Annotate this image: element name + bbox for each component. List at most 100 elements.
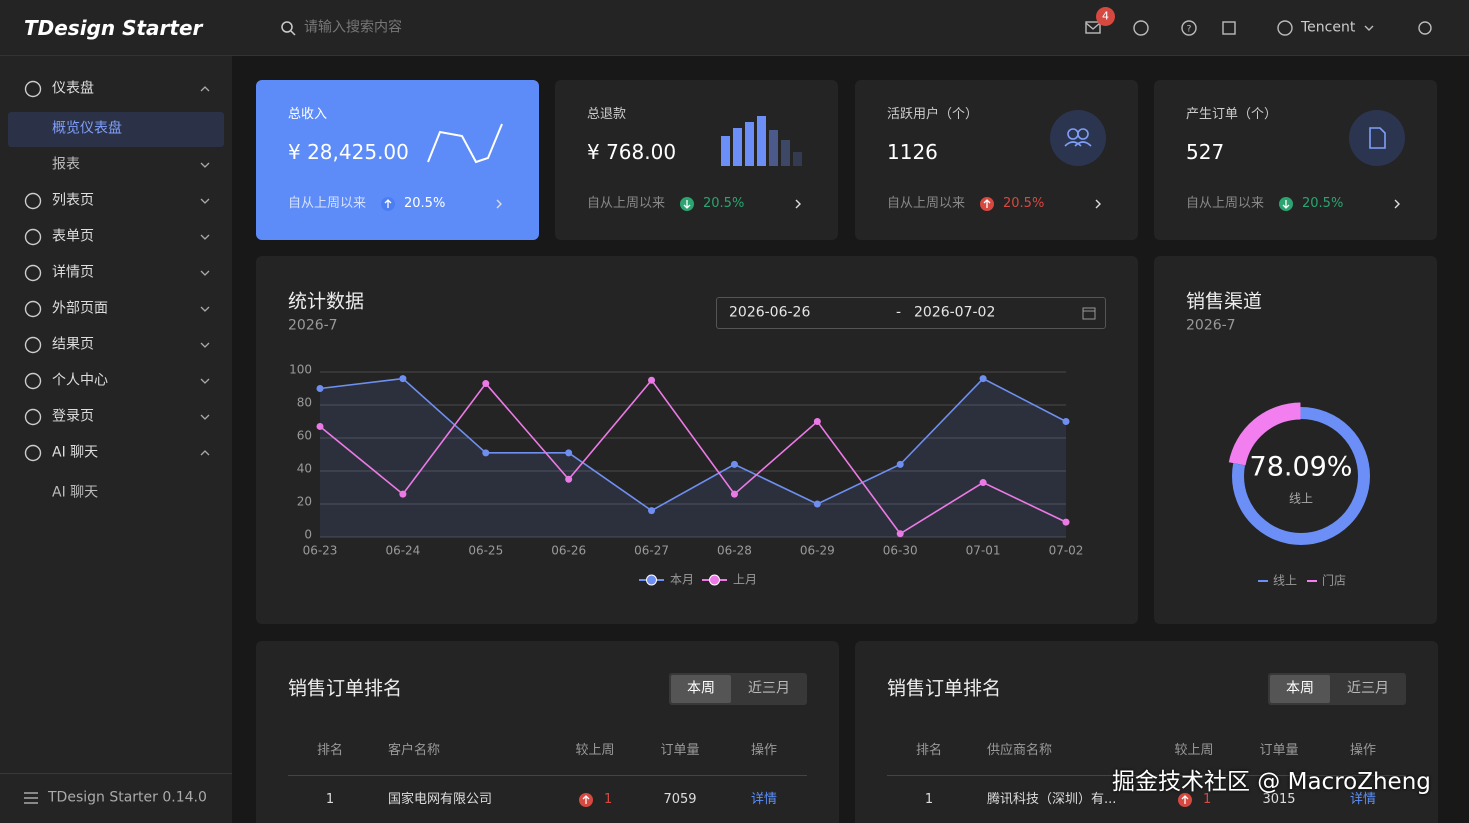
stat-title: 总退款: [587, 107, 627, 123]
date-range-picker[interactable]: [716, 297, 1106, 329]
table-cell: 国家电网有限公司: [388, 792, 493, 808]
menu-chevron: [200, 306, 210, 312]
x-tick-label: 06-26: [551, 544, 586, 558]
tab[interactable]: 本周: [687, 680, 715, 697]
menu-icon: [24, 336, 42, 354]
table-header: 客户名称: [388, 743, 441, 759]
stat-title: 总收入: [288, 107, 328, 123]
sidebar-footer-divider: [0, 773, 232, 774]
point: [896, 460, 904, 468]
menu-item[interactable]: 结果页: [52, 336, 94, 353]
menu-item[interactable]: 外部页面: [52, 300, 108, 317]
card-sparkline: [427, 123, 503, 164]
table-header: 排名: [915, 743, 942, 759]
table-title: 销售订单排名: [288, 677, 403, 700]
point: [896, 530, 904, 538]
area: [320, 378, 1066, 537]
table-header: 供应商名称: [987, 743, 1053, 759]
table-header: 订单量: [660, 743, 700, 759]
sidebar-version: TDesign Starter 0.14.0: [48, 789, 207, 806]
line-chart: 0 20 40 60 80 100 06-23 06-24 06-25 06-26 06-27 06-…: [289, 363, 1083, 587]
y-tick-label: 100: [289, 363, 312, 377]
table-cell: 腾讯科技（深圳）有...: [987, 792, 1117, 808]
menu-item[interactable]: AI 聊天: [52, 444, 99, 461]
stat-note: 自从上周以来: [1186, 196, 1265, 212]
stat-value: ¥ 28,425.00: [288, 140, 409, 164]
line: [319, 377, 1067, 512]
card-chevron: [1394, 199, 1400, 209]
menu-icon: [24, 408, 42, 426]
stat-change: 20.5%: [1003, 196, 1045, 212]
user-name[interactable]: Tencent: [1301, 19, 1356, 36]
menu-item[interactable]: 仪表盘: [52, 80, 94, 97]
menu-item[interactable]: 详情页: [52, 264, 94, 281]
stat-note: 自从上周以来: [288, 196, 367, 212]
stat-title: 产生订单（个）: [1186, 107, 1278, 123]
watermark: 掘金技术社区 @ MacroZheng: [1112, 769, 1431, 796]
sidebar: [0, 56, 232, 823]
table-title: 销售订单排名: [887, 677, 1002, 700]
menu-chevron: [200, 414, 210, 420]
x-tick-label: 06-27: [634, 544, 669, 558]
table-divider: [288, 775, 807, 776]
table-card: [256, 641, 839, 823]
donut-segment: [1232, 407, 1370, 545]
card-icon: [1050, 110, 1106, 166]
card-chevron: [496, 199, 502, 209]
point: [979, 375, 987, 383]
table-cell: 1: [325, 792, 335, 808]
menu-item[interactable]: 个人中心: [52, 372, 108, 389]
menu-icon: [24, 80, 42, 98]
point: [316, 385, 324, 392]
tab[interactable]: 近三月: [1347, 680, 1389, 697]
line: [319, 378, 1067, 535]
card-icon: [1349, 110, 1405, 166]
table-card: [855, 641, 1438, 823]
stat-value: ¥ 768.00: [587, 140, 677, 164]
menu-chevron: [200, 198, 210, 204]
menu-item[interactable]: AI 聊天: [52, 484, 99, 501]
x-tick-label: 06-25: [468, 544, 503, 558]
logo[interactable]: TDesign Starter: [24, 16, 203, 40]
channel-title: 销售渠道: [1186, 290, 1263, 313]
search-input[interactable]: 请输入搜索内容: [304, 19, 402, 36]
stats-title: 统计数据: [288, 290, 365, 313]
y-tick-label: 40: [297, 462, 312, 476]
detail-link[interactable]: 详情: [1349, 792, 1376, 808]
calendar-icon: [1082, 307, 1096, 320]
badge-bg: [1096, 7, 1115, 26]
table-cell: 1: [1203, 792, 1212, 808]
y-tick-label: 0: [304, 528, 312, 542]
menu-item[interactable]: 报表: [52, 156, 80, 173]
tab[interactable]: 近三月: [748, 680, 790, 697]
stat-change: 20.5%: [703, 196, 745, 212]
y-tick-label: 60: [297, 429, 312, 443]
detail-link[interactable]: 详情: [750, 792, 777, 808]
table-header: 较上周: [575, 743, 615, 759]
menu-item[interactable]: 概览仪表盘: [52, 120, 122, 137]
y-tick-label: 20: [297, 495, 312, 509]
point: [399, 490, 407, 498]
notification-badge: 4: [1102, 9, 1109, 23]
search-icon: [281, 21, 296, 36]
tab[interactable]: 本周: [1286, 680, 1314, 697]
table-header: 操作: [750, 743, 777, 759]
point: [399, 375, 407, 383]
table-cell: 7059: [663, 792, 697, 808]
stat-card: [256, 80, 539, 240]
table-divider: [887, 775, 1406, 776]
stat-change: 20.5%: [404, 196, 446, 212]
menu-chevron: [200, 86, 210, 92]
menu-fold-icon[interactable]: [24, 792, 38, 804]
header: [0, 0, 1469, 56]
trend-icon: [680, 197, 694, 211]
menu-chevron: [200, 342, 210, 348]
point: [565, 449, 573, 457]
menu-item[interactable]: 表单页: [52, 228, 94, 245]
legend-label: 本月: [670, 573, 694, 587]
menu-item[interactable]: 登录页: [52, 408, 94, 425]
menu-item[interactable]: 列表页: [52, 192, 94, 209]
header-icons[interactable]: ?: [1080, 10, 1440, 46]
menu-chevron: [200, 162, 210, 168]
menu-icon: [24, 300, 42, 318]
